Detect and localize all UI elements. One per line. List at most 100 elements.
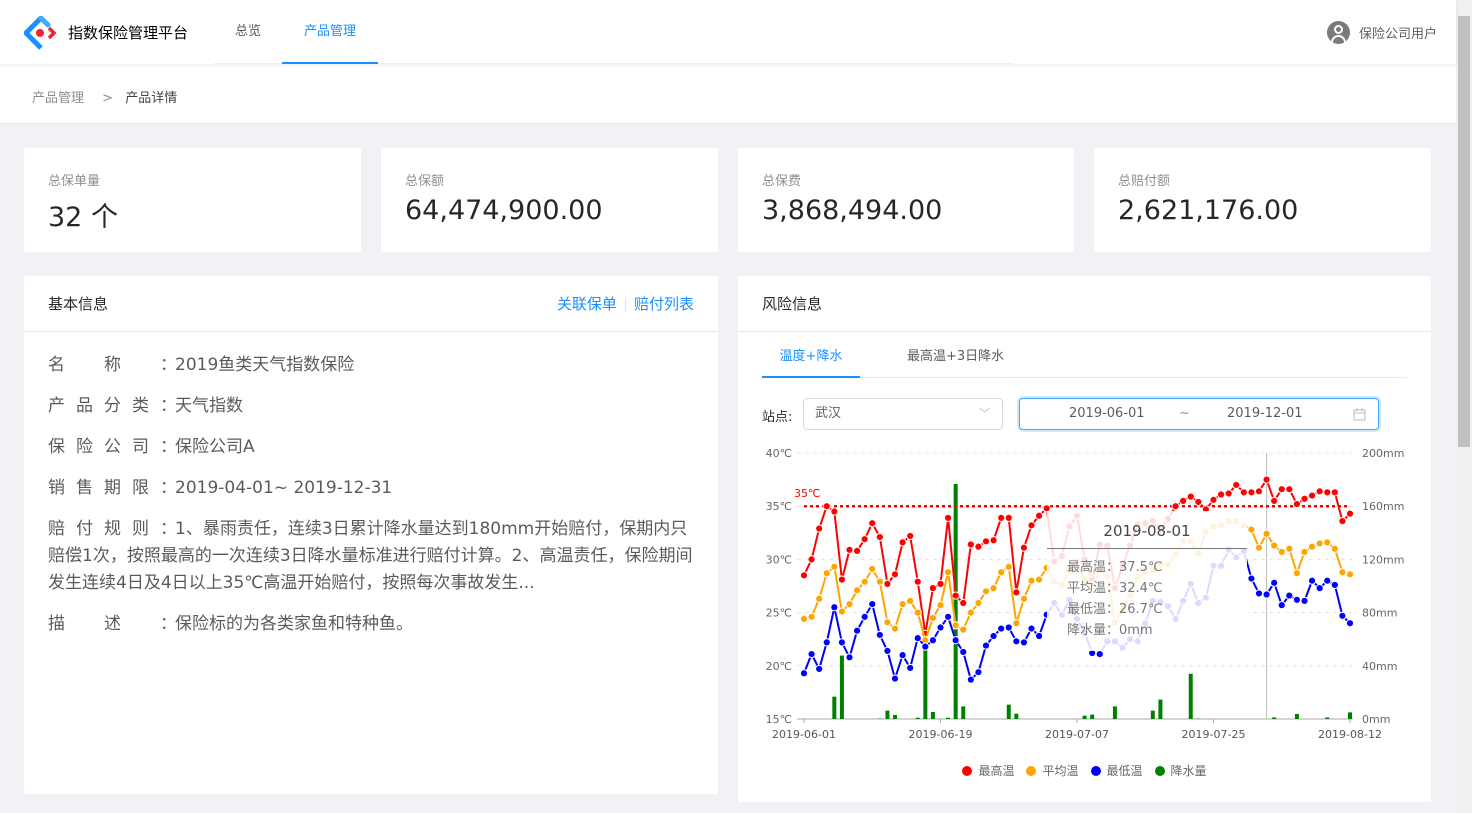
y-right-tick-label: 160mm (1362, 500, 1404, 513)
legend-item[interactable]: 最低温 (1090, 762, 1143, 779)
label-char: 付 (76, 519, 93, 539)
data-point (799, 614, 809, 624)
stat-label: 总保费 (762, 174, 802, 189)
data-point (1307, 576, 1317, 585)
data-point (943, 612, 953, 621)
y-right-tick-label: 0mm (1362, 713, 1390, 726)
data-point (1323, 488, 1332, 497)
tab-max-temp-3day-precip[interactable]: 最高温+3日降水 (907, 349, 1005, 364)
label-char: 分 (104, 396, 121, 416)
y-left-tick-label: 35℃ (766, 500, 792, 513)
date-range-picker[interactable]: 2019-06-01 ~ 2019-12-01 (1019, 398, 1379, 430)
legend-item[interactable]: 平均温 (1026, 762, 1079, 779)
info-row: 销售期限： 2019-04-01~ 2019-12-31 (48, 475, 694, 502)
y-left-tick-label: 25℃ (766, 607, 792, 620)
legend-item[interactable]: 最高温 (962, 762, 1014, 779)
data-point (1270, 578, 1279, 587)
data-point (1345, 509, 1355, 518)
legend-item[interactable]: 降水量 (1154, 762, 1207, 779)
data-point (868, 519, 877, 528)
payout-list-link[interactable]: 赔付列表 (633, 295, 694, 313)
threshold-label: 35℃ (794, 487, 820, 500)
y-left-tick-label: 20℃ (766, 660, 792, 673)
data-point (1330, 544, 1339, 553)
stat-card-total-premium: 总保费 3,868,494.00 (738, 148, 1074, 252)
data-point (1254, 487, 1264, 496)
data-point (1254, 543, 1264, 552)
label-char: 描 (48, 614, 65, 634)
info-row: 描述：保险标的为各类家鱼和特种鱼。 (48, 611, 694, 638)
info-value: 保险公司A (175, 437, 255, 457)
precipitation-bar (1272, 717, 1277, 719)
stat-value: 64,474,900.00 (405, 195, 603, 226)
data-point (1171, 502, 1180, 511)
info-value: 2019-04-01~ 2019-12-31 (175, 478, 393, 498)
tooltip-avg-temp: 平均温：32.4℃ (1067, 581, 1163, 596)
x-tick-label: 2019-06-19 (909, 728, 973, 741)
data-point (815, 524, 824, 533)
data-point (921, 642, 930, 651)
nav-product-management[interactable]: 产品管理 (282, 0, 378, 64)
station-select[interactable]: 武汉 ﹀ (803, 398, 1003, 430)
label-char: 名 (48, 355, 65, 375)
date-end[interactable]: 2019-12-01 (1227, 406, 1303, 421)
legend-label: 平均温 (1042, 764, 1079, 778)
data-point (883, 579, 892, 588)
user-menu[interactable]: 保险公司用户 (1327, 20, 1437, 44)
data-point (936, 623, 945, 632)
data-point (1345, 619, 1355, 628)
data-point (1027, 624, 1036, 633)
station-label: 站点: (762, 410, 793, 425)
data-point (1338, 611, 1347, 620)
data-point (830, 603, 839, 612)
data-point (890, 624, 900, 633)
y-right-tick-label: 120mm (1362, 553, 1404, 566)
precipitation-bar (923, 646, 928, 719)
stat-value: 2,621,176.00 (1118, 195, 1299, 226)
data-point (1292, 595, 1302, 604)
data-point (1315, 584, 1324, 593)
scrollbar-thumb[interactable] (1458, 16, 1470, 447)
legend-label: 最高温 (978, 764, 1015, 778)
info-label: 保险公司： (48, 434, 177, 461)
tab-temperature-precipitation[interactable]: 温度+降水 (762, 346, 860, 378)
precipitation-bar (1082, 715, 1087, 719)
data-point (1194, 497, 1203, 507)
data-point (860, 535, 869, 544)
data-point (1209, 495, 1218, 504)
label-char: 销 (48, 478, 65, 498)
data-point (974, 668, 983, 677)
data-point (883, 618, 892, 627)
legend-dot-icon (1026, 765, 1037, 776)
nav-overview[interactable]: 总览 (234, 24, 261, 39)
data-point (1034, 511, 1044, 520)
y-right-tick-label: 40mm (1362, 660, 1397, 673)
breadcrumb-product-management[interactable]: 产品管理 (32, 91, 85, 106)
data-point (852, 626, 862, 635)
card-title: 风险信息 (762, 295, 823, 313)
data-point (1042, 504, 1051, 513)
risk-info-card: 风险信息 温度+降水 最高温+3日降水 站点: 武汉 ﹀ 2019-06-01 … (738, 276, 1431, 802)
main-nav: 总览 产品管理 (214, 0, 1014, 64)
data-point (1345, 570, 1355, 579)
data-point (890, 570, 900, 579)
data-point (1300, 494, 1309, 503)
related-policies-link[interactable]: 关联保单 (556, 295, 617, 313)
legend-dot-icon (962, 765, 973, 776)
x-tick-label: 2019-07-07 (1045, 728, 1109, 741)
tooltip-max-temp: 最高温：37.5℃ (1067, 560, 1163, 575)
data-point (989, 631, 998, 641)
label-char: 司 (132, 437, 149, 457)
data-point (860, 577, 869, 586)
date-start[interactable]: 2019-06-01 (1069, 406, 1145, 421)
data-point (966, 608, 975, 617)
data-point (822, 638, 831, 647)
label-char: 产 (48, 396, 65, 416)
top-header: 指数保险管理平台 总览 产品管理 保险公司用户 (0, 0, 1456, 64)
data-point (989, 584, 998, 593)
data-point (1034, 631, 1044, 641)
data-point (1262, 529, 1271, 538)
precipitation-bar (953, 483, 958, 719)
card-title: 基本信息 (48, 295, 109, 313)
stat-label: 总保额 (405, 174, 445, 189)
